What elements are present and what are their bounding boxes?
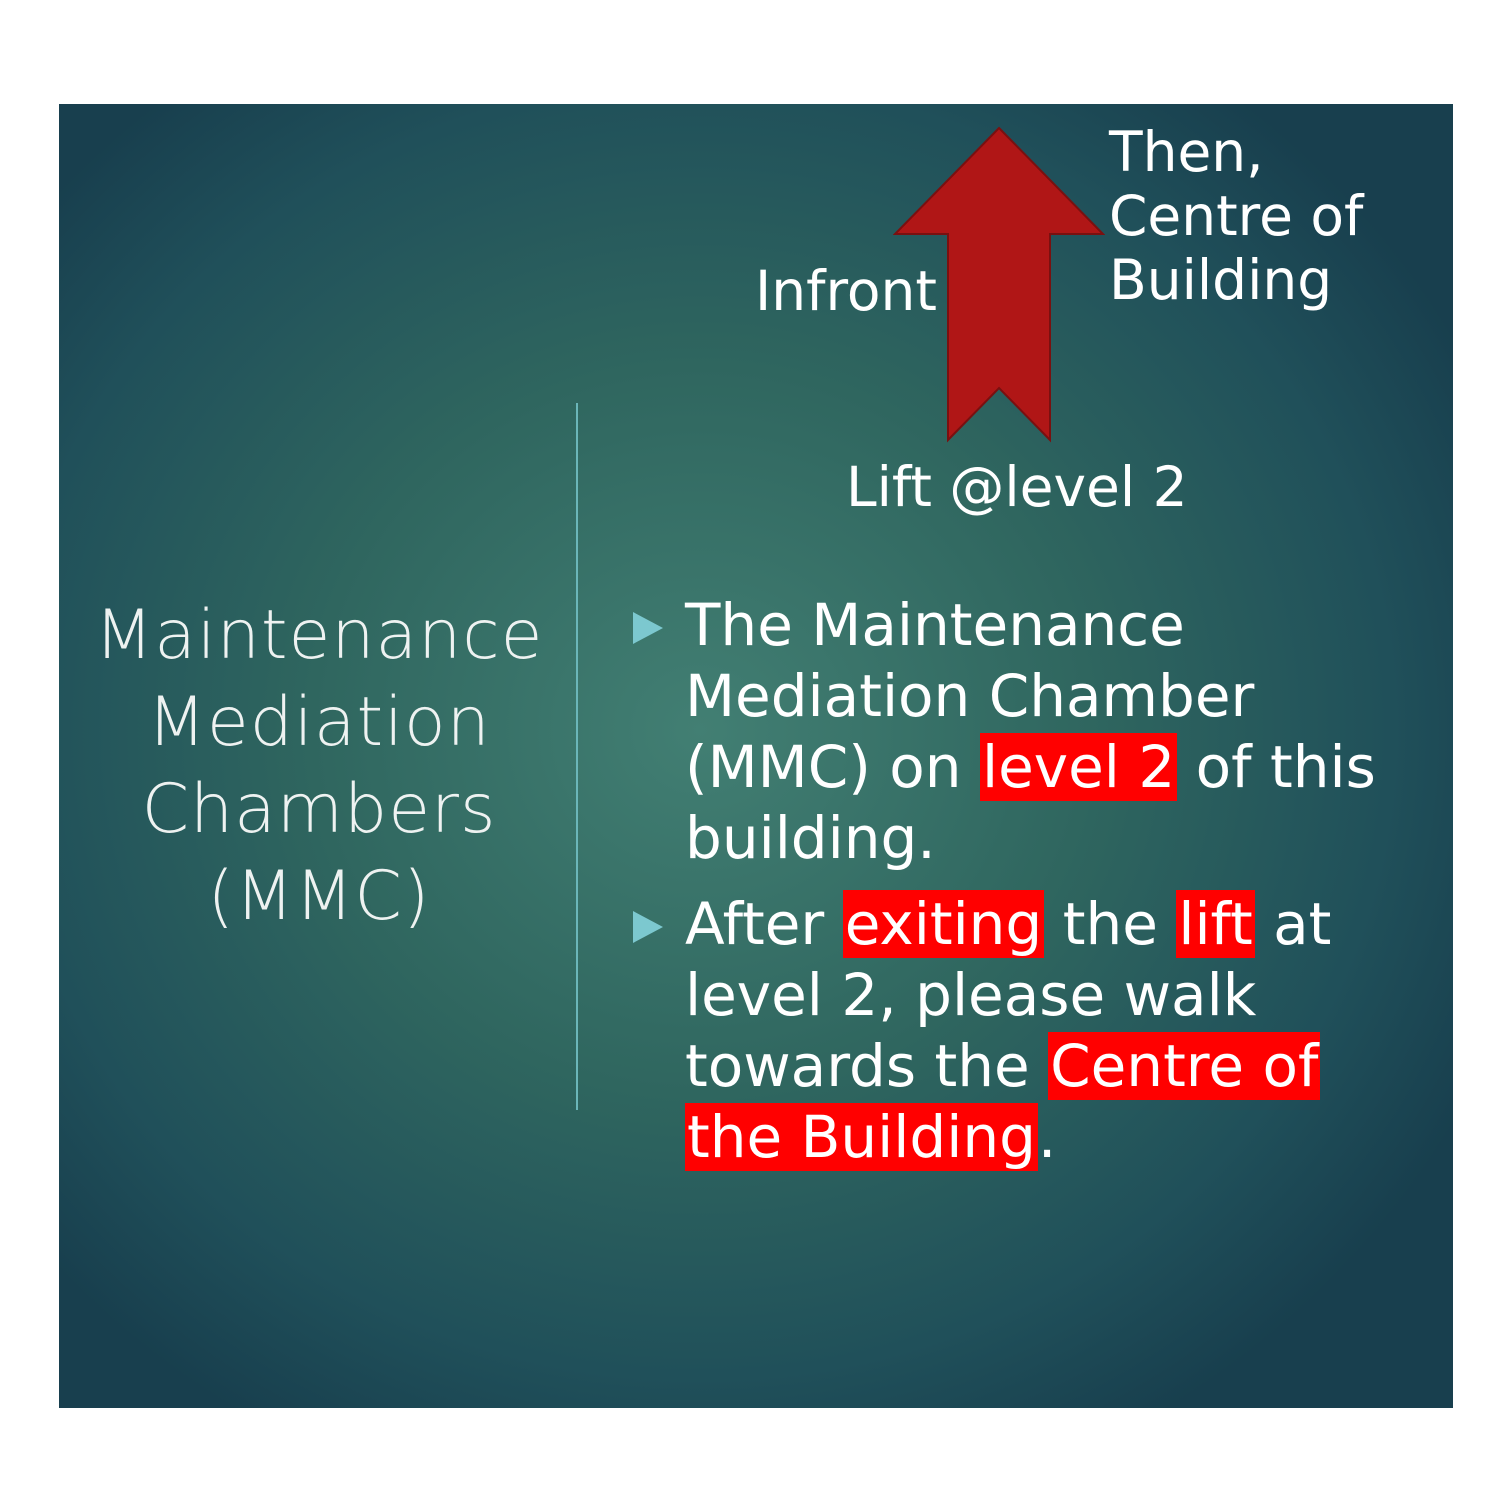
title-line: Maintenance [94, 596, 544, 675]
bullet-triangle-icon [633, 612, 663, 644]
text-segment: at [1254, 890, 1332, 958]
slide-title: Maintenance Mediation Chambers (MMC) [69, 592, 569, 940]
bullet-line: building. [685, 803, 1393, 874]
text-segment: the [1044, 890, 1177, 958]
highlighted-text: Centre of [1048, 1032, 1321, 1100]
title-line: Mediation [147, 683, 491, 762]
title-line: Chambers [141, 770, 497, 849]
label-then-centre: Then, Centre of Building [1109, 120, 1363, 312]
arrow-shape [893, 126, 1105, 443]
title-line: (MMC) [207, 857, 431, 936]
highlighted-text: lift [1176, 890, 1255, 958]
text-segment: . [1037, 1103, 1057, 1171]
label-line: Then, [1109, 120, 1264, 184]
label-lift-level: Lift @level 2 [846, 455, 1188, 519]
text-segment: The Maintenance [685, 591, 1185, 659]
bullet-triangle-icon [633, 911, 663, 943]
slide: Maintenance Mediation Chambers (MMC) Inf… [59, 104, 1453, 1408]
text-segment: After [685, 890, 843, 958]
bullet-line: (MMC) on level 2 of this [685, 732, 1393, 803]
highlighted-text: the Building [685, 1103, 1038, 1171]
bullet-line: Mediation Chamber [685, 661, 1393, 732]
bullet-line: After exiting the lift at [685, 889, 1393, 960]
label-infront: Infront [755, 259, 937, 323]
bullet-line: level 2, please walk [685, 960, 1393, 1031]
text-segment: building. [685, 804, 936, 872]
text-segment: towards the [685, 1032, 1049, 1100]
text-segment: of this [1177, 733, 1376, 801]
vertical-divider [576, 403, 578, 1110]
label-line: Building [1109, 248, 1333, 312]
highlighted-text: level 2 [979, 733, 1178, 801]
text-segment: Mediation Chamber [685, 662, 1255, 730]
text-segment: level 2, please walk [685, 961, 1257, 1029]
bullet-item: The Maintenance Mediation Chamber (MMC) … [633, 590, 1393, 874]
bullet-item: After exiting the lift at level 2, pleas… [633, 889, 1393, 1173]
bullet-line: The Maintenance [685, 590, 1393, 661]
highlighted-text: exiting [842, 890, 1045, 958]
text-segment: (MMC) on [685, 733, 980, 801]
bullet-line: towards the Centre of [685, 1031, 1393, 1102]
bullet-list: The Maintenance Mediation Chamber (MMC) … [633, 590, 1393, 1188]
label-line: Centre of [1109, 184, 1364, 248]
up-arrow-icon [893, 126, 1105, 443]
bullet-line: the Building. [685, 1102, 1393, 1173]
